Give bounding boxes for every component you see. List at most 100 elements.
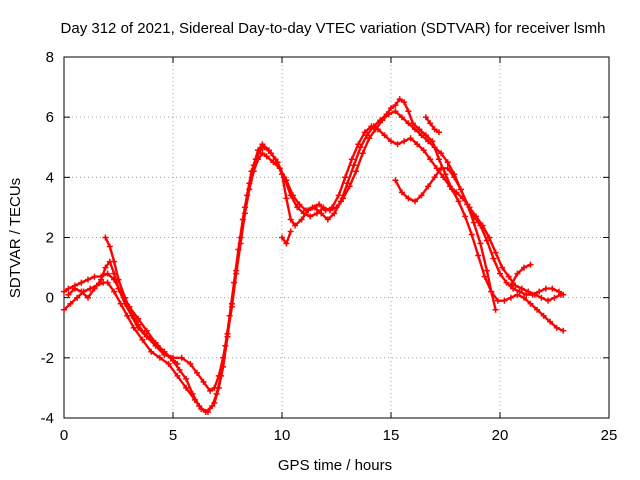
data-point (531, 291, 538, 298)
axis-ticks: 0 5 10 15 20 25 -4 -2 0 2 4 6 8 (41, 49, 618, 444)
data-point (527, 261, 534, 268)
x-tick-label: 10 (274, 427, 291, 444)
data-point (470, 219, 477, 226)
data-point (401, 99, 408, 106)
data-point (348, 156, 355, 163)
series-markers (422, 114, 442, 136)
x-tick-label: 5 (169, 427, 177, 444)
data-point (560, 327, 567, 334)
series-markers (392, 165, 499, 313)
data-point (91, 285, 98, 292)
data-point (431, 126, 438, 133)
data-point (141, 330, 148, 337)
data-point (270, 159, 277, 166)
data-point (279, 234, 285, 241)
y-tick-label: 0 (46, 290, 54, 307)
data-point (78, 288, 85, 295)
data-point (405, 108, 412, 115)
data-point (555, 288, 562, 295)
data-point (483, 267, 490, 274)
data-point (477, 240, 484, 247)
data-point (357, 144, 364, 151)
data-point (497, 270, 503, 277)
data-point (135, 321, 142, 328)
data-point (392, 108, 399, 115)
series-trace (62, 110, 565, 414)
data-point (128, 309, 135, 316)
data-point (418, 192, 425, 199)
data-point (104, 270, 111, 277)
data-point (453, 189, 460, 196)
data-point (538, 294, 545, 301)
data-point (259, 150, 266, 157)
data-point (65, 285, 72, 292)
data-point (318, 210, 325, 217)
data-point (542, 285, 549, 292)
data-point (67, 300, 74, 307)
data-point (553, 324, 560, 331)
data-point (161, 348, 168, 355)
data-point (307, 213, 314, 220)
data-point (259, 141, 266, 148)
data-point (412, 198, 418, 205)
grid-lines (64, 57, 609, 418)
data-point (233, 270, 240, 277)
data-point (431, 174, 438, 181)
data-point (228, 303, 235, 310)
data-point (462, 213, 469, 220)
data-point (499, 264, 506, 271)
data-point (514, 291, 521, 298)
data-point (102, 264, 109, 271)
data-point (322, 207, 329, 214)
data-point (263, 153, 270, 160)
series-markers (61, 96, 567, 415)
data-point (398, 114, 405, 121)
data-point (183, 384, 190, 391)
data-point (346, 183, 353, 190)
series-trace (104, 236, 179, 366)
y-tick-label: -4 (41, 410, 54, 427)
data-point (220, 354, 227, 361)
y-axis-label: SDTVAR / TECUs (7, 178, 24, 298)
data-point (183, 375, 190, 382)
data-point (444, 159, 451, 166)
data-point (287, 228, 294, 235)
series-markers (61, 108, 567, 415)
data-point (224, 330, 231, 337)
data-point (464, 201, 471, 208)
data-point (85, 276, 91, 283)
data-point (481, 273, 488, 280)
data-point (486, 234, 493, 241)
data-point (194, 369, 200, 376)
data-point (521, 294, 527, 301)
data-point (534, 306, 541, 313)
data-point (488, 288, 495, 295)
data-point (154, 342, 161, 349)
data-point (342, 174, 349, 181)
data-point (207, 387, 214, 394)
series-trace (509, 263, 532, 287)
data-point (148, 336, 155, 343)
data-point (296, 201, 303, 208)
data-point (438, 165, 445, 172)
data-point (237, 240, 244, 247)
data-point (355, 141, 362, 148)
data-point (438, 150, 445, 157)
data-point (287, 216, 294, 223)
data-point (514, 270, 521, 277)
data-point (111, 288, 118, 295)
data-point (265, 147, 272, 154)
data-point (174, 360, 181, 367)
data-point (405, 195, 412, 202)
series-markers (507, 261, 534, 289)
data-point (283, 195, 290, 202)
series-markers (65, 123, 564, 394)
data-point (381, 132, 388, 139)
data-point (255, 147, 261, 154)
chart-title: Day 312 of 2021, Sidereal Day-to-day VTE… (61, 20, 606, 37)
data-point (409, 120, 416, 127)
data-point (176, 366, 183, 373)
data-point (283, 177, 290, 184)
data-point (401, 138, 408, 145)
